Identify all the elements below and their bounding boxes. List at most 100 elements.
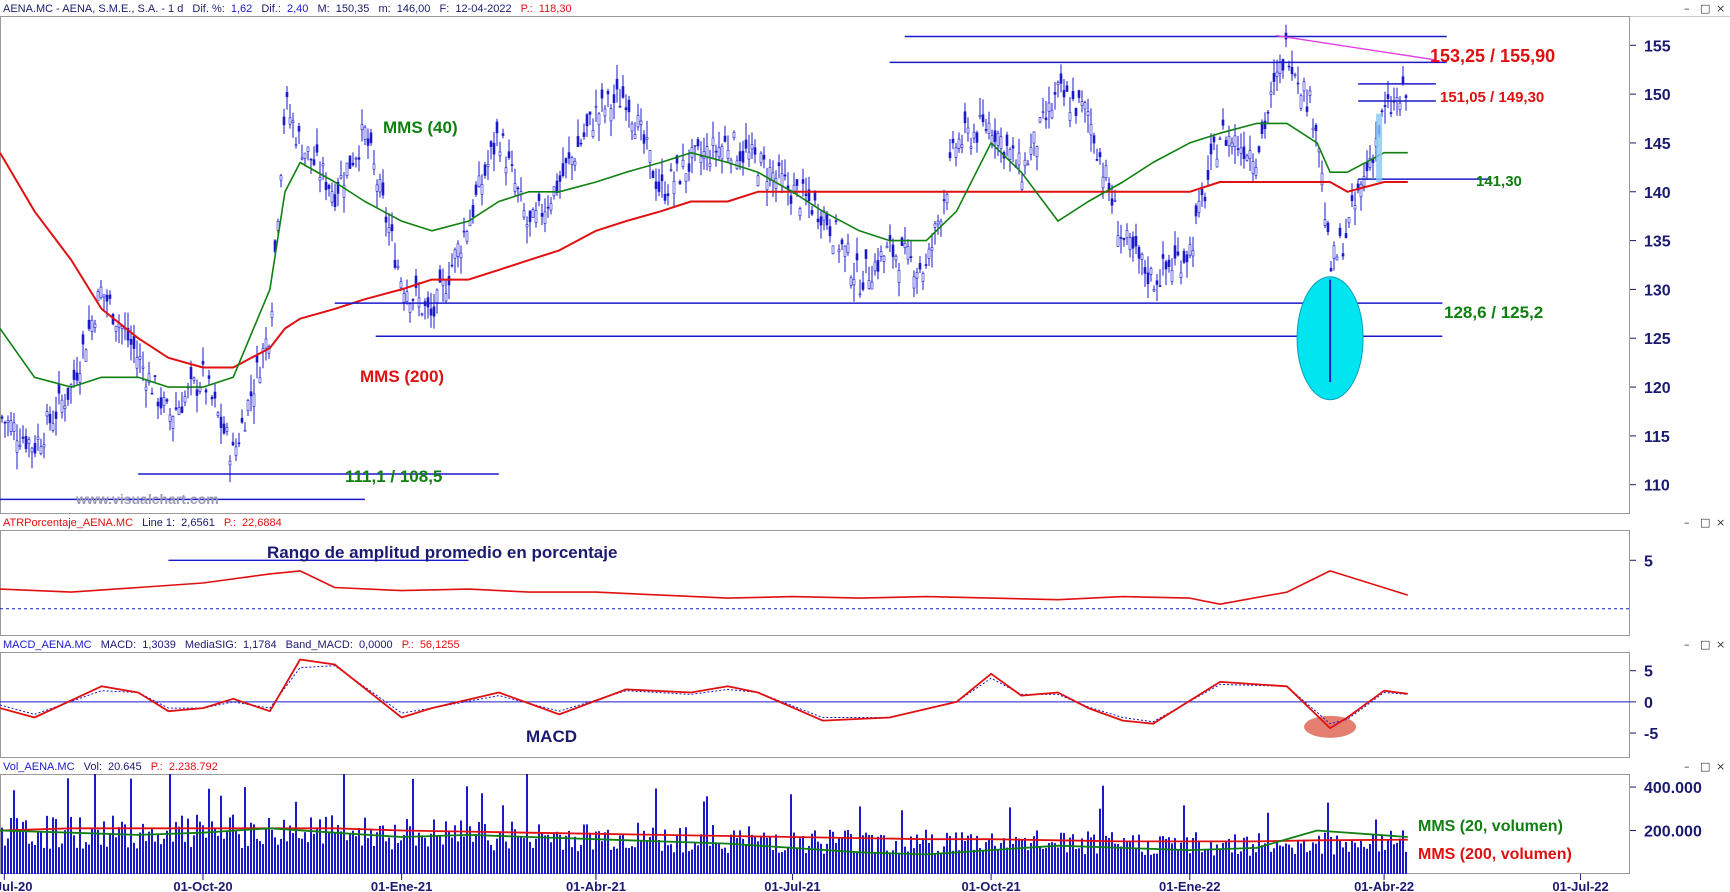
atr-header: ATRPorcentaje_AENA.MC Line 1: 2,6561 P.:…	[3, 517, 282, 529]
candle-body	[30, 447, 34, 453]
volume-bar	[1021, 839, 1023, 874]
candle-body	[138, 356, 142, 360]
volume-bar	[1381, 834, 1383, 874]
candle-body	[723, 135, 727, 142]
candle-body	[1227, 135, 1231, 147]
volume-bar	[1399, 838, 1401, 874]
candle-body	[1149, 268, 1153, 275]
vol-window-buttons[interactable]: – □ ×	[1684, 760, 1725, 773]
volume-bar	[1057, 847, 1059, 874]
candle-body	[999, 136, 1003, 149]
volume-bar	[202, 825, 204, 874]
minimize-icon[interactable]: –	[1684, 2, 1690, 15]
candle-body	[864, 249, 868, 259]
candle-body	[624, 107, 628, 110]
volume-bar	[622, 834, 624, 874]
macd-window-buttons[interactable]: – □ ×	[1684, 638, 1725, 651]
candle-body	[129, 338, 133, 345]
close-icon[interactable]: ×	[1716, 760, 1725, 773]
volume-bar	[1060, 832, 1062, 874]
candle-body	[126, 327, 130, 341]
candle-body	[303, 152, 307, 159]
volume-bar	[817, 841, 819, 874]
candle-body	[354, 157, 358, 160]
minimize-icon[interactable]: –	[1684, 760, 1690, 773]
atr-window-buttons[interactable]: – □ ×	[1684, 516, 1725, 529]
volume-bar	[1387, 839, 1389, 874]
volume-bar	[1042, 848, 1044, 874]
candle-body	[984, 129, 988, 131]
maximize-icon[interactable]: □	[1700, 516, 1710, 529]
minimize-icon[interactable]: –	[1684, 638, 1690, 651]
candle-body	[1272, 72, 1276, 82]
volume-bar	[328, 832, 330, 874]
candle-body	[1371, 159, 1375, 163]
volume-bar	[1321, 853, 1323, 874]
close-icon[interactable]: ×	[1716, 638, 1725, 651]
candle-body	[630, 123, 634, 132]
volume-bar	[109, 833, 111, 874]
candle-body	[147, 373, 151, 383]
candle-body	[768, 167, 772, 181]
candle-body	[279, 175, 283, 181]
mms200-label: MMS (200)	[360, 367, 444, 386]
candle-body	[720, 146, 724, 160]
candle-body	[252, 393, 256, 407]
candle-body	[165, 399, 169, 402]
volume-bar	[406, 819, 408, 874]
candle-body	[366, 138, 370, 146]
volume-bar	[22, 821, 24, 874]
volume-bar	[802, 836, 804, 874]
candle-body	[609, 108, 613, 122]
volume-bar	[1228, 838, 1230, 874]
volume-bar	[1324, 832, 1326, 874]
volume-bar	[868, 834, 870, 874]
volume-bar	[1129, 841, 1131, 874]
candle-body	[225, 426, 229, 432]
maximize-icon[interactable]: □	[1700, 638, 1710, 651]
x-tick-label: 01-Oct-20	[173, 879, 232, 892]
candle-body	[597, 113, 601, 126]
candle-body	[1059, 73, 1063, 84]
volume-bar	[289, 825, 291, 874]
volume-bar	[91, 827, 93, 874]
maximize-icon[interactable]: □	[1700, 760, 1710, 773]
candle-body	[741, 150, 745, 163]
candle-body	[87, 319, 91, 329]
volume-bar	[670, 844, 672, 874]
candle-body	[240, 417, 244, 423]
candle-body	[981, 114, 985, 123]
volume-bar	[433, 819, 435, 874]
candle-body	[1341, 253, 1345, 257]
minimize-icon[interactable]: –	[1684, 516, 1690, 529]
candle-body	[1224, 139, 1228, 146]
volume-bar	[1030, 842, 1032, 874]
atr-header-bar	[0, 515, 1730, 530]
volume-bar	[586, 824, 588, 874]
close-icon[interactable]: ×	[1716, 2, 1725, 15]
candle-body	[36, 436, 40, 440]
x-tick-label: 01-Abr-21	[566, 879, 626, 892]
vol-header-bar	[0, 759, 1730, 774]
candle-body	[1215, 158, 1219, 168]
volume-bar	[613, 846, 615, 874]
volume-bar	[574, 836, 576, 874]
price-window-buttons[interactable]: – □ ×	[1684, 2, 1725, 15]
volume-bar	[838, 837, 840, 874]
candle-body	[939, 220, 943, 226]
candle-body	[1017, 152, 1021, 166]
volume-bar	[79, 817, 81, 874]
volume-bar	[601, 841, 603, 874]
candle-body	[732, 131, 736, 139]
close-icon[interactable]: ×	[1716, 516, 1725, 529]
volume-bar	[715, 842, 717, 874]
volume-bar	[985, 842, 987, 874]
trend-line	[1276, 34, 1437, 61]
volume-bar	[751, 834, 753, 874]
volume-bar	[580, 844, 582, 874]
volume-bar	[424, 837, 426, 874]
volume-bar	[301, 838, 303, 874]
volume-bar	[874, 853, 876, 874]
volume-bar	[1222, 842, 1224, 874]
maximize-icon[interactable]: □	[1700, 2, 1710, 15]
